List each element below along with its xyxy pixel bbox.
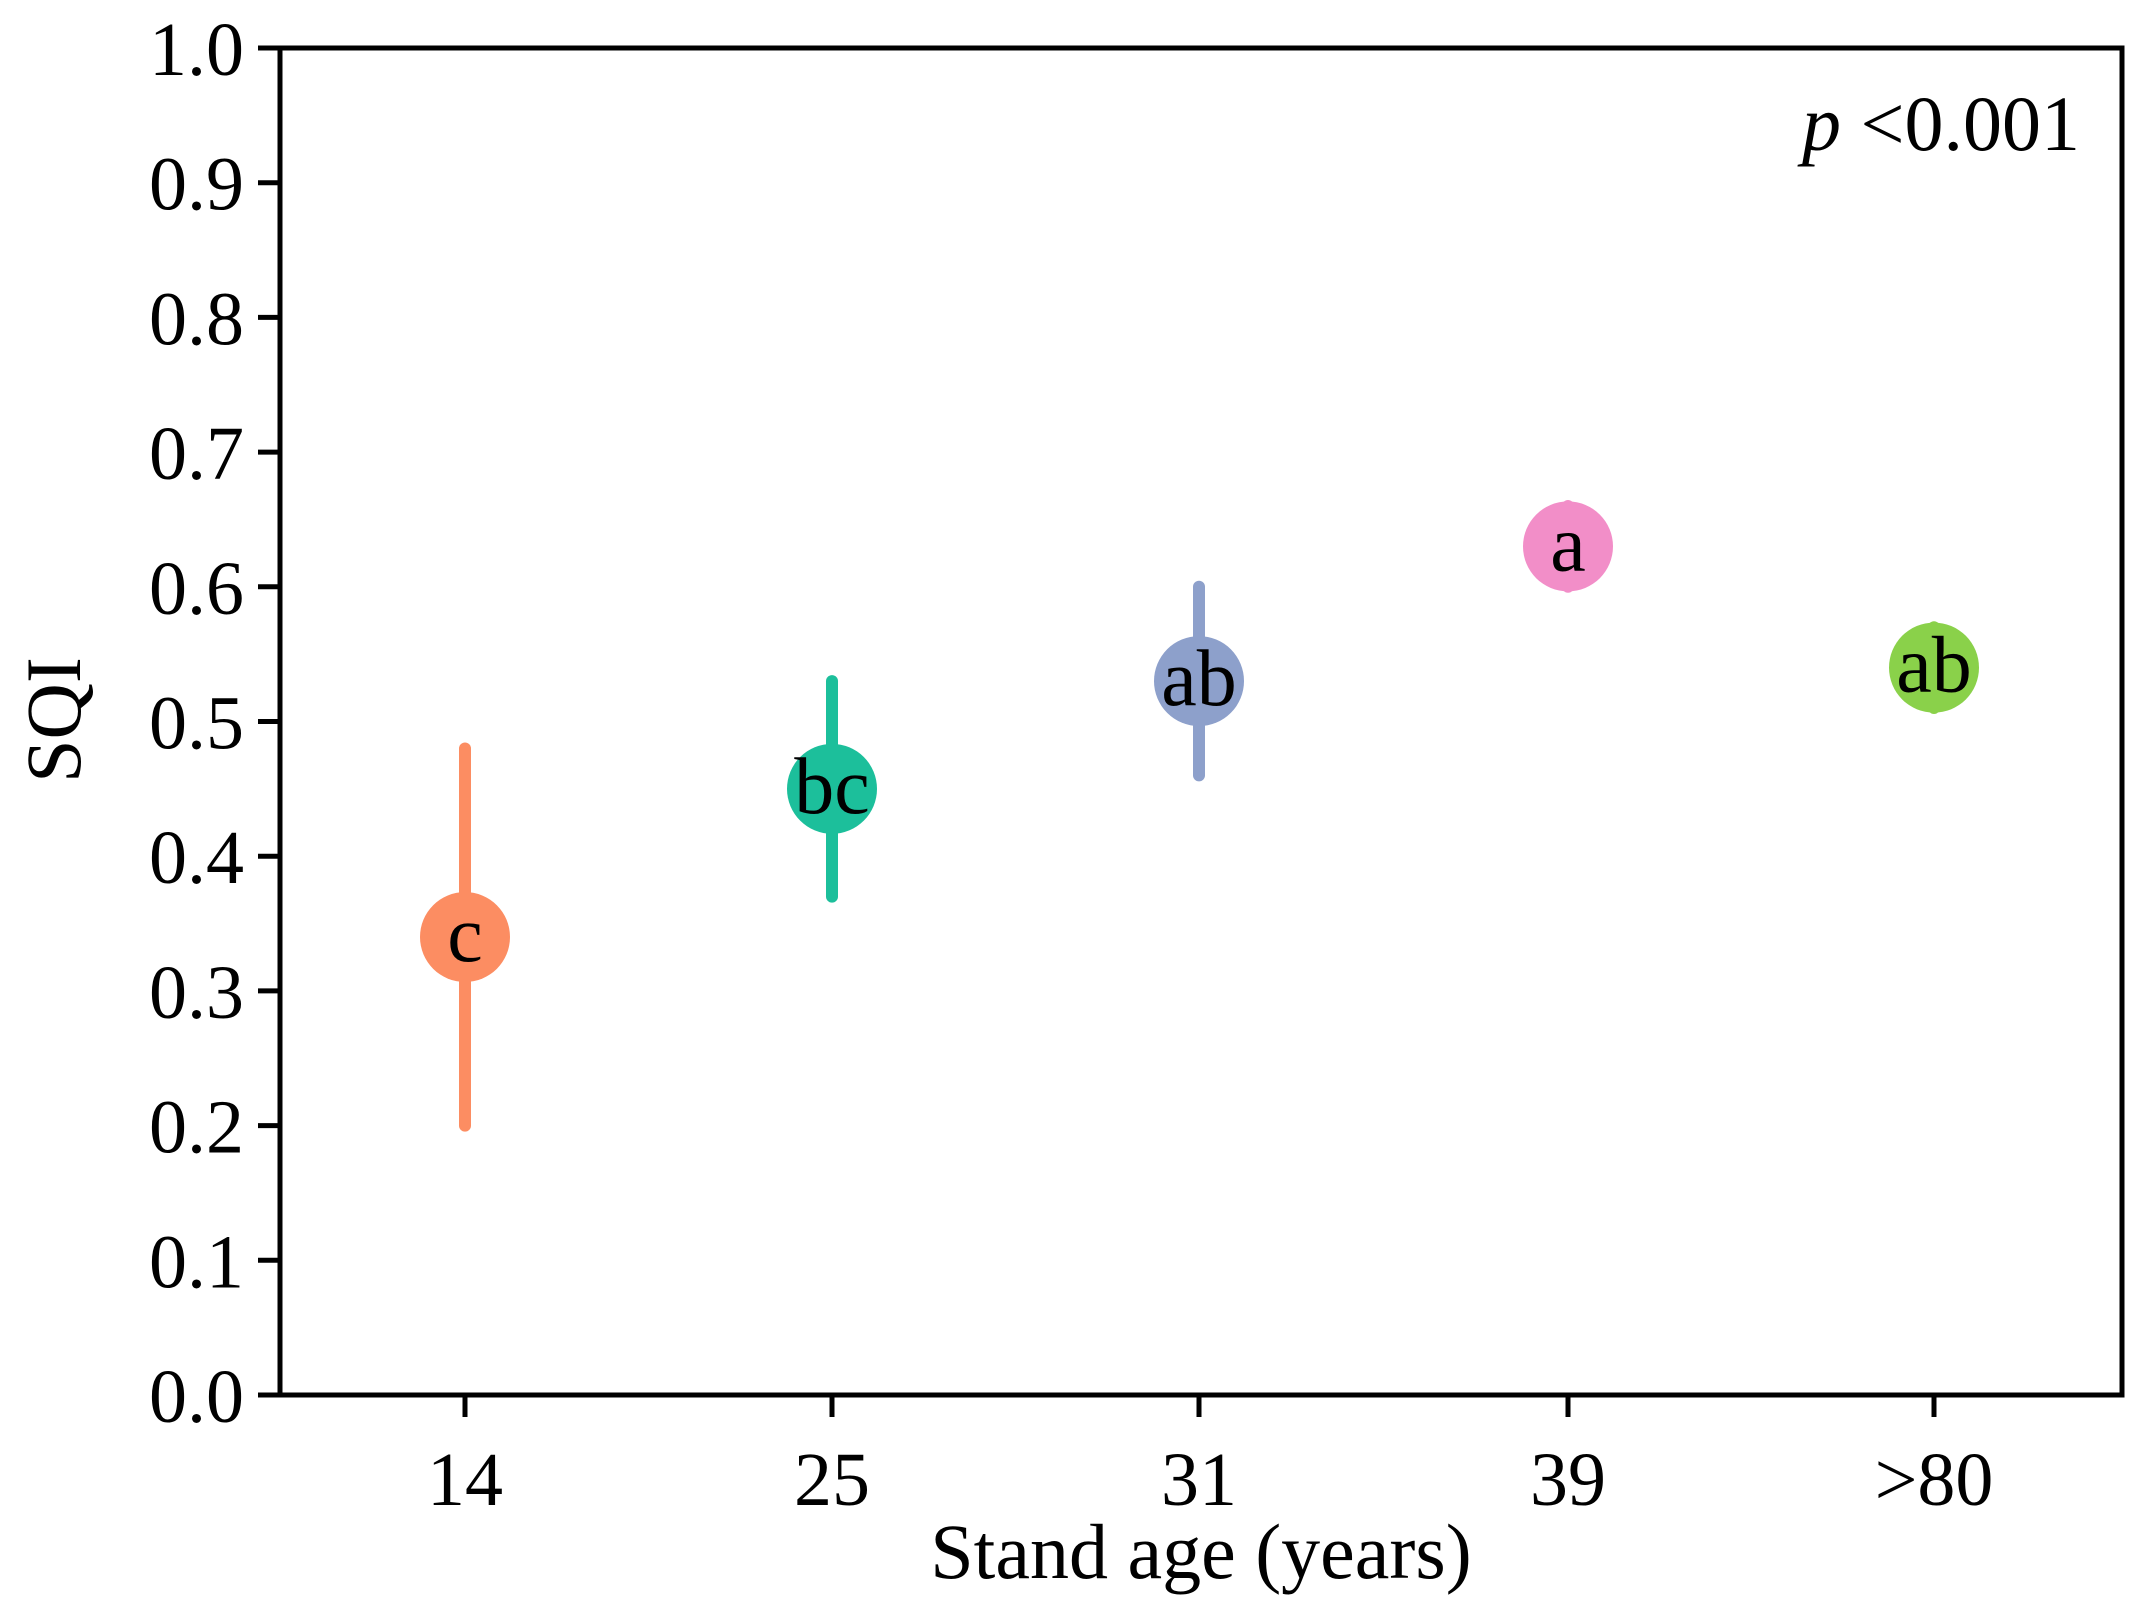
y-tick-label: 0.9 xyxy=(149,143,244,227)
significance-letter: bc xyxy=(794,743,870,831)
y-tick-label: 0.5 xyxy=(149,682,244,766)
error-bars xyxy=(459,499,1940,1132)
p-value-annotation: p <0.001 xyxy=(1797,80,2080,167)
significance-letter: c xyxy=(447,891,483,979)
y-tick-label: 1.0 xyxy=(149,8,244,92)
y-tick-label: 0.3 xyxy=(149,951,244,1035)
x-tick-label: 39 xyxy=(1530,1438,1606,1522)
x-axis-label: Stand age (years) xyxy=(930,1508,1471,1595)
data-points xyxy=(420,501,1979,983)
x-tick-label: >80 xyxy=(1875,1438,1994,1522)
significance-letter: a xyxy=(1550,500,1586,588)
p-value-text: <0.001 xyxy=(1841,80,2080,167)
p-value-symbol: p xyxy=(1797,80,1841,167)
significance-letter: ab xyxy=(1896,622,1972,710)
significance-letter: ab xyxy=(1161,635,1237,723)
y-tick-label: 0.6 xyxy=(149,547,244,631)
y-tick-label: 0.4 xyxy=(149,816,244,900)
y-axis: 0.0 0.1 0.2 0.3 0.4 0.5 0.6 0.7 0.8 0.9 1.0 xyxy=(149,8,280,1439)
x-tick-label: 14 xyxy=(427,1438,503,1522)
data-point xyxy=(420,892,510,983)
data-point xyxy=(1154,636,1244,727)
x-tick-label: 25 xyxy=(794,1438,870,1522)
significance-letters: c bc ab a ab xyxy=(447,500,1972,979)
x-axis: 14 25 31 39 >80 xyxy=(427,1395,1993,1522)
data-point xyxy=(1889,622,1979,713)
y-axis-label: SQI xyxy=(10,657,97,783)
data-point xyxy=(787,743,877,834)
y-tick-label: 0.2 xyxy=(149,1086,244,1170)
x-tick-label: 31 xyxy=(1161,1438,1237,1522)
data-point xyxy=(1523,501,1613,592)
y-tick-label: 0.7 xyxy=(149,412,244,496)
y-tick-label: 0.1 xyxy=(149,1220,244,1304)
y-tick-label: 0.8 xyxy=(149,277,244,361)
y-tick-label: 0.0 xyxy=(149,1355,244,1439)
